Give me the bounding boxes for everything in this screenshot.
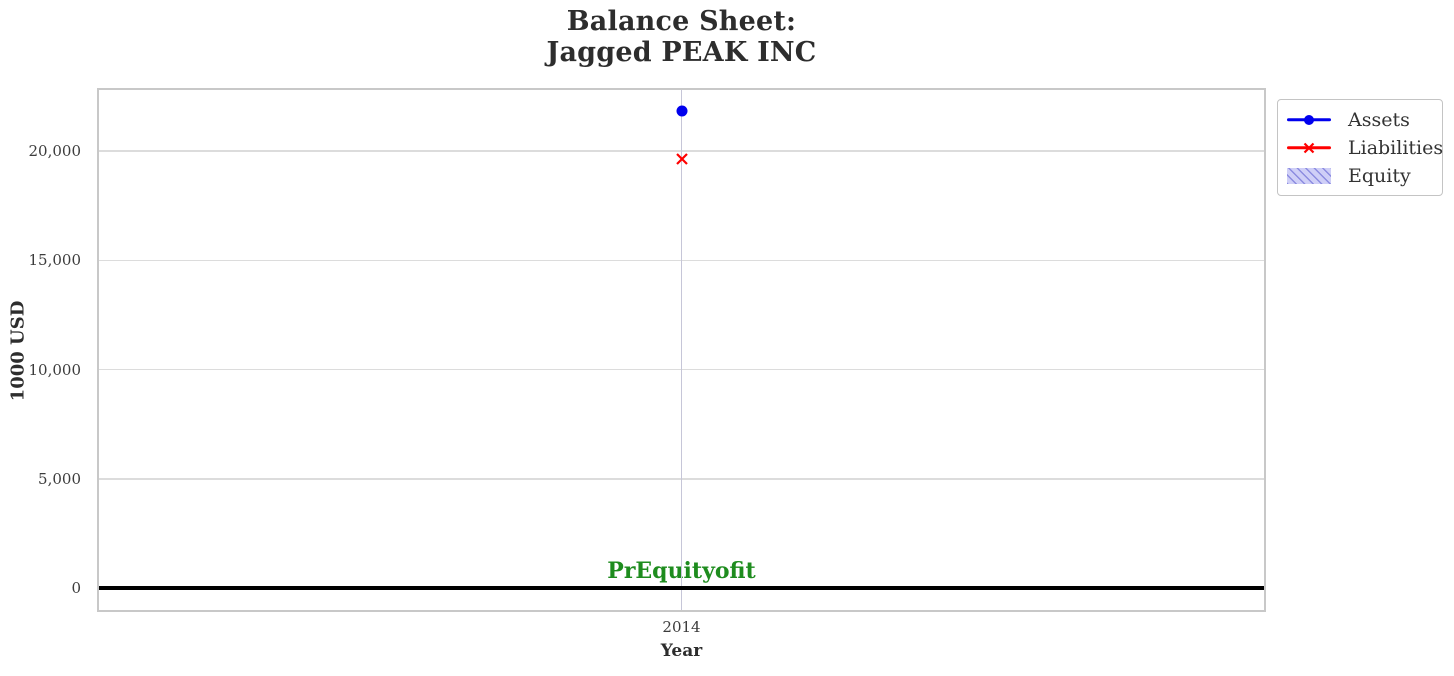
y-tick-label: 20,000 <box>28 142 82 161</box>
legend-label-equity: Equity <box>1348 164 1411 187</box>
assets-data-point <box>676 105 687 117</box>
chart-title-line2: Jagged PEAK INC <box>546 37 817 68</box>
legend: Assets Liabilities Equity <box>1277 99 1443 196</box>
assets-line-dot-icon <box>1287 111 1331 129</box>
legend-item-assets: Assets <box>1287 106 1433 133</box>
legend-label-liabilities: Liabilities <box>1348 136 1444 159</box>
liabilities-data-point <box>675 152 688 165</box>
x-gridline <box>680 90 683 610</box>
y-axis-tick-labels: 0 5,000 10,000 15,000 20,000 <box>0 90 90 610</box>
y-tick-label: 10,000 <box>28 360 82 379</box>
equity-area-line <box>99 586 1264 590</box>
legend-label-assets: Assets <box>1348 108 1410 131</box>
legend-item-equity: Equity <box>1287 162 1433 189</box>
plot-area: PrEquityofit <box>97 88 1266 612</box>
y-tick-label: 5,000 <box>38 469 81 488</box>
y-tick-label: 0 <box>71 579 81 598</box>
legend-item-liabilities: Liabilities <box>1287 134 1443 161</box>
equity-hatched-patch-icon <box>1287 167 1331 185</box>
y-tick-label: 15,000 <box>28 251 82 270</box>
chart-title: Balance Sheet: Jagged PEAK INC <box>97 6 1266 68</box>
liabilities-line-x-icon <box>1287 139 1331 157</box>
chart-title-line1: Balance Sheet: <box>566 6 797 37</box>
x-axis-label: Year <box>660 641 703 661</box>
x-tick-label: 2014 <box>662 618 701 636</box>
